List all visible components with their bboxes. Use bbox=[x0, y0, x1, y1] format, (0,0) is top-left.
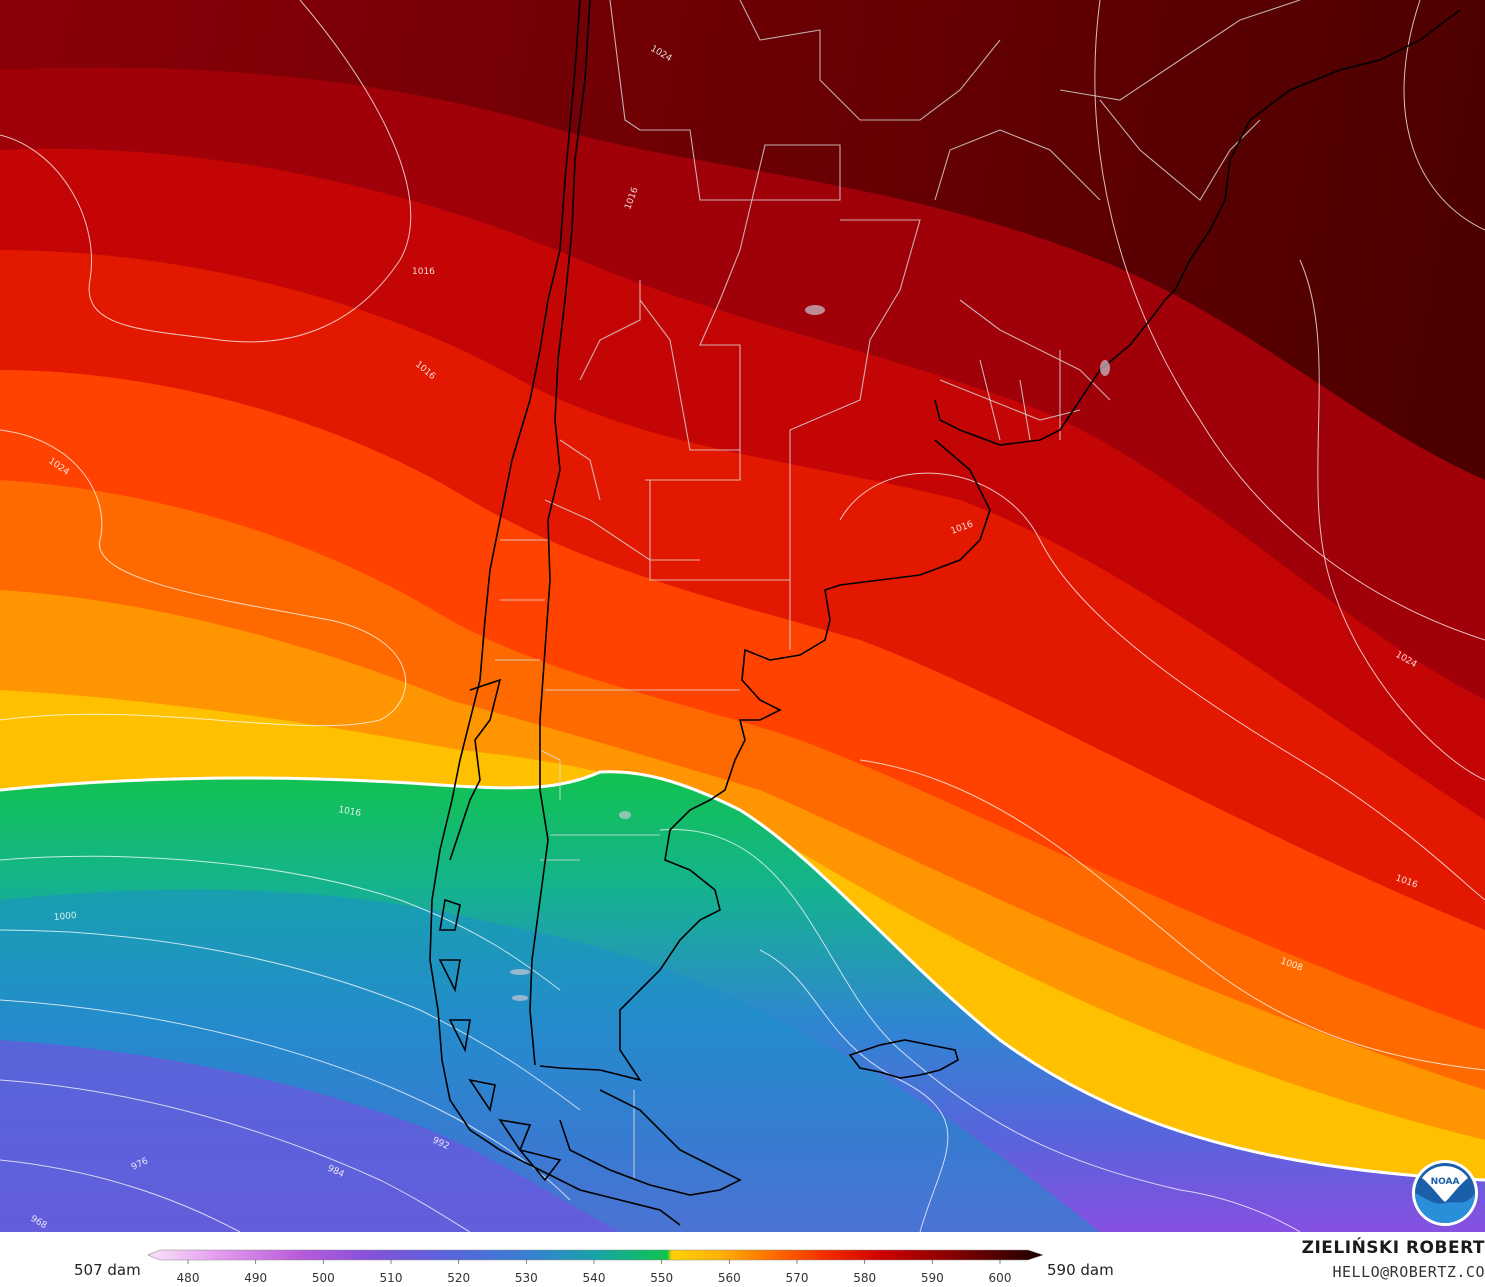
legend-max-label: 590 dam bbox=[1047, 1261, 1114, 1279]
legend-min-label: 507 dam bbox=[74, 1261, 141, 1279]
weather-map: 1024 1016 1016 1024 1016 1016 1000 992 9… bbox=[0, 0, 1485, 1232]
boundary-552 bbox=[0, 770, 1485, 1182]
legend-tick-label: 530 bbox=[515, 1271, 538, 1285]
isobar-label: 1016 bbox=[337, 805, 362, 819]
author-name: ZIELIŃSKI ROBERT bbox=[1301, 1238, 1485, 1258]
legend-tick-label: 510 bbox=[380, 1271, 403, 1285]
color-scale-bar: 480 490 500 510 520 530 540 550 560 570 580 590 600 bbox=[148, 1249, 1043, 1285]
legend-tick-label: 520 bbox=[447, 1271, 470, 1285]
legend-tick-label: 480 bbox=[177, 1271, 200, 1285]
isobar-label: 1000 bbox=[53, 911, 77, 923]
legend-tick-label: 600 bbox=[989, 1271, 1012, 1285]
cold-region-deep bbox=[0, 1040, 620, 1232]
legend-tick-label: 550 bbox=[650, 1271, 673, 1285]
noaa-logo-text: NOAA bbox=[1431, 1177, 1460, 1187]
coastlines bbox=[429, 0, 1461, 1226]
legend-tick-label: 590 bbox=[921, 1271, 944, 1285]
isobar-label: 1016 bbox=[412, 267, 435, 277]
noaa-logo: NOAA bbox=[1410, 1158, 1480, 1228]
legend-tick-label: 540 bbox=[583, 1271, 606, 1285]
legend-tick-label: 500 bbox=[312, 1271, 335, 1285]
author-email: HELLO@ROBERTZ.CO bbox=[1332, 1263, 1485, 1281]
lakes bbox=[510, 305, 1110, 1001]
color-scale-ticks: 480 490 500 510 520 530 540 550 560 570 580 590 600 bbox=[177, 1260, 1012, 1285]
isobars bbox=[0, 0, 1485, 1232]
legend-tick-label: 570 bbox=[786, 1271, 809, 1285]
legend-tick-label: 560 bbox=[718, 1271, 741, 1285]
legend-tick-label: 490 bbox=[244, 1271, 267, 1285]
legend-tick-label: 580 bbox=[853, 1271, 876, 1285]
